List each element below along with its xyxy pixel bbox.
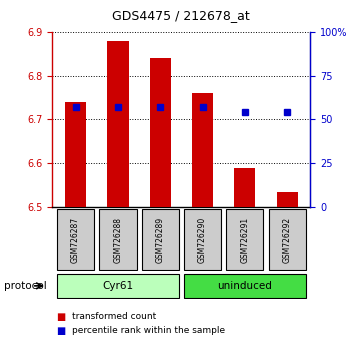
Bar [142,210,179,270]
Bar [192,93,213,207]
Bar [184,274,306,298]
Text: GSM726288: GSM726288 [113,217,122,263]
Bar [234,168,256,207]
Text: GSM726287: GSM726287 [71,217,80,263]
Text: transformed count: transformed count [72,312,156,321]
Bar [57,210,94,270]
Text: percentile rank within the sample: percentile rank within the sample [72,326,225,336]
Bar [269,210,306,270]
Text: Cyr61: Cyr61 [103,281,134,291]
Bar [99,210,136,270]
Text: GDS4475 / 212678_at: GDS4475 / 212678_at [112,9,249,22]
Bar [150,58,171,207]
Bar [226,210,264,270]
Text: GSM726291: GSM726291 [240,217,249,263]
Text: ■: ■ [56,326,65,336]
Text: GSM726292: GSM726292 [283,217,292,263]
Bar [65,102,86,207]
Bar [277,192,298,207]
Text: GSM726289: GSM726289 [156,217,165,263]
Bar [184,210,221,270]
Text: protocol: protocol [4,281,46,291]
Bar [57,274,179,298]
Text: GSM726290: GSM726290 [198,217,207,263]
Text: uninduced: uninduced [217,281,272,291]
Text: ■: ■ [56,312,65,322]
Bar [107,41,129,207]
